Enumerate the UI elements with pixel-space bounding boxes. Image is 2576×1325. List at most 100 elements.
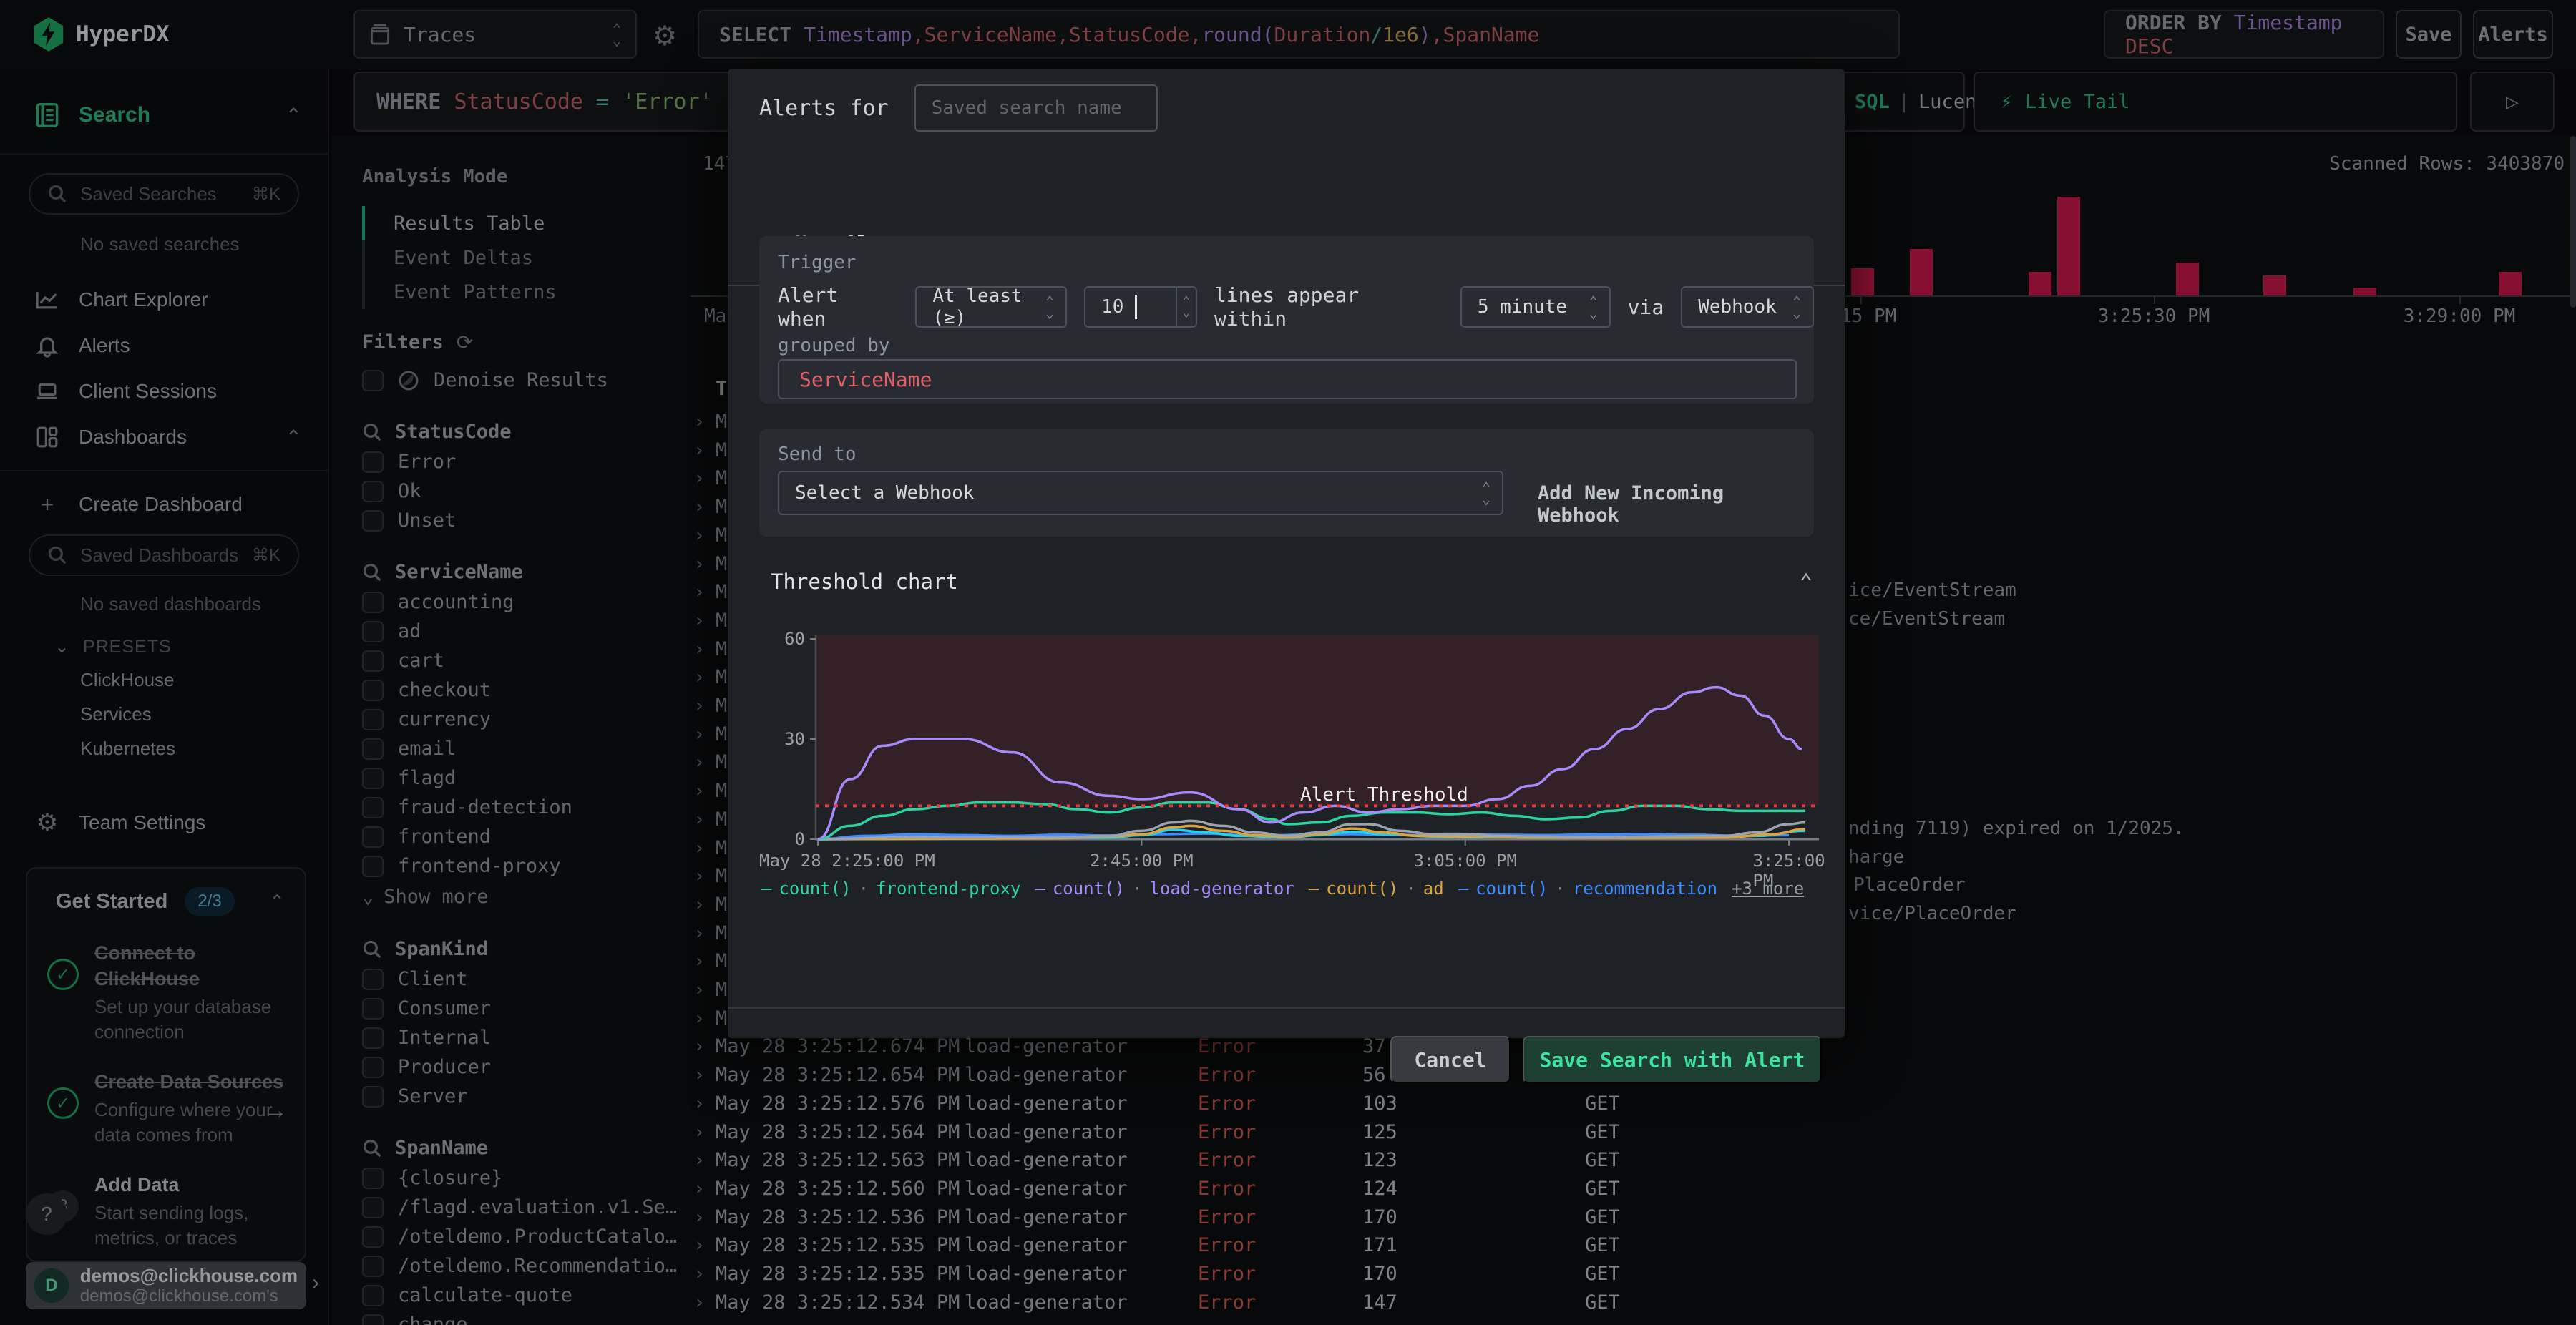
checkbox[interactable] xyxy=(362,509,384,532)
row-expand-chevron[interactable]: › xyxy=(693,1120,706,1143)
row-expand-chevron[interactable]: › xyxy=(693,637,706,660)
checkbox[interactable] xyxy=(362,738,384,760)
filter-option[interactable]: /oteldemo.Recommendatio… xyxy=(362,1251,691,1281)
histogram-bar[interactable] xyxy=(2263,275,2286,295)
sidebar-item-chart-explorer[interactable]: Chart Explorer xyxy=(0,277,328,323)
row-expand-chevron[interactable]: › xyxy=(693,1064,706,1087)
chevron-right-icon[interactable]: › xyxy=(312,1271,319,1294)
table-row[interactable]: › M xyxy=(691,919,2576,948)
filter-option[interactable]: Client xyxy=(362,964,691,994)
grouped-by-input[interactable]: ServiceName xyxy=(778,359,1797,399)
filter-option[interactable]: calculate-quote xyxy=(362,1281,691,1310)
filter-option[interactable]: cart xyxy=(362,646,691,675)
table-row[interactable]: › M xyxy=(691,862,2576,891)
row-expand-chevron[interactable]: › xyxy=(693,467,706,490)
checkbox[interactable] xyxy=(362,1284,384,1306)
table-row[interactable]: › May 28 3:25:12.560 PM load-generator Erro… xyxy=(691,1175,2576,1203)
filter-option[interactable]: email xyxy=(362,734,691,763)
row-expand-chevron[interactable]: › xyxy=(693,836,706,859)
table-row[interactable]: › May 28 3:25:12.535 PM load-generator Erro… xyxy=(691,1260,2576,1289)
histogram-bar[interactable] xyxy=(1851,268,1874,295)
user-account-button[interactable]: D demos@clickhouse.com demos@clickhouse.… xyxy=(26,1262,306,1309)
row-expand-chevron[interactable]: › xyxy=(693,723,706,745)
cancel-button[interactable]: Cancel xyxy=(1390,1036,1511,1083)
saved-dashboards-input[interactable]: Saved Dashboards ⌘K xyxy=(29,534,299,576)
table-row[interactable]: › May 28 3:25:12.535 PM load-generator Erro… xyxy=(691,1231,2576,1260)
table-row[interactable]: › M xyxy=(691,550,2576,579)
row-expand-chevron[interactable]: › xyxy=(693,1177,706,1200)
filter-option[interactable]: currency xyxy=(362,705,691,734)
mode-tab-event-deltas[interactable]: Event Deltas xyxy=(362,240,691,275)
row-expand-chevron[interactable]: › xyxy=(693,552,706,575)
checkbox[interactable] xyxy=(362,1027,384,1049)
row-expand-chevron[interactable]: › xyxy=(693,1092,706,1115)
row-expand-chevron[interactable]: › xyxy=(693,695,706,717)
table-row[interactable]: › May 28 3:25:12.564 PM load-generator Erro… xyxy=(691,1118,2576,1147)
row-expand-chevron[interactable]: › xyxy=(693,979,706,1001)
row-expand-chevron[interactable]: › xyxy=(693,893,706,916)
histogram-bar[interactable] xyxy=(2499,272,2522,295)
table-row[interactable]: › M xyxy=(691,976,2576,1004)
filter-option[interactable]: Error xyxy=(362,447,691,476)
preset-item-services[interactable]: Services xyxy=(80,703,152,725)
filter-option[interactable]: frontend-proxy xyxy=(362,851,691,881)
save-search-alert-button[interactable]: Save Search with Alert xyxy=(1523,1036,1822,1083)
orderby-input[interactable]: ORDER BY Timestamp DESC xyxy=(2104,10,2384,59)
filter-option[interactable]: frontend xyxy=(362,822,691,851)
checkbox[interactable] xyxy=(362,968,384,990)
denoise-checkbox-row[interactable]: Denoise Results xyxy=(362,366,691,395)
row-expand-chevron[interactable]: › xyxy=(693,1035,706,1058)
table-row[interactable]: › M xyxy=(691,464,2576,493)
checkbox[interactable] xyxy=(362,997,384,1020)
filter-option[interactable]: ad xyxy=(362,617,691,646)
filter-option[interactable]: fraud-detection xyxy=(362,793,691,822)
checkbox[interactable] xyxy=(362,708,384,730)
mode-tab-event-patterns[interactable]: Event Patterns xyxy=(362,275,691,309)
operator-select[interactable]: At least (≥) ⌃ ⌄ xyxy=(915,285,1068,328)
histogram-bar[interactable] xyxy=(2176,263,2199,295)
checkbox[interactable] xyxy=(362,1226,384,1248)
run-query-button[interactable]: ▷ xyxy=(2470,72,2555,132)
table-row[interactable]: › May 28 3:25:12.536 PM load-generator Erro… xyxy=(691,1203,2576,1232)
histogram-bar[interactable] xyxy=(2029,272,2051,295)
row-expand-chevron[interactable]: › xyxy=(693,411,706,433)
sidebar-item-dashboards[interactable]: Dashboards ⌃ xyxy=(0,414,328,460)
filter-option[interactable]: /oteldemo.ProductCatalo… xyxy=(362,1222,691,1251)
table-row[interactable]: › May 28 3:25:12.654 PM load-generator Erro… xyxy=(691,1061,2576,1090)
checkbox[interactable] xyxy=(362,650,384,672)
saved-search-name-input[interactable]: Saved search name xyxy=(914,84,1158,132)
window-select[interactable]: 5 minute ⌃ ⌄ xyxy=(1460,286,1611,328)
checkbox[interactable] xyxy=(362,855,384,877)
chevron-up-icon[interactable]: ⌃ xyxy=(285,426,302,449)
legend-item[interactable]: — count() · ad xyxy=(1309,879,1444,899)
table-row[interactable]: › M xyxy=(691,635,2576,664)
filter-option[interactable]: Server xyxy=(362,1082,691,1111)
filter-option[interactable]: Producer xyxy=(362,1052,691,1082)
checkbox[interactable] xyxy=(362,767,384,789)
row-expand-chevron[interactable]: › xyxy=(693,1007,706,1030)
table-row[interactable]: › M xyxy=(691,834,2576,863)
table-row[interactable]: › M xyxy=(691,578,2576,607)
checkbox[interactable] xyxy=(362,826,384,848)
filter-option[interactable]: flagd xyxy=(362,763,691,793)
help-button[interactable]: ? xyxy=(26,1193,67,1235)
row-expand-chevron[interactable]: › xyxy=(693,865,706,888)
save-button[interactable]: Save xyxy=(2396,10,2462,59)
legend-item[interactable]: — count() · frontend-proxy xyxy=(761,879,1020,899)
table-row[interactable]: › May 28 3:25:12.576 PM load-generator Erro… xyxy=(691,1090,2576,1118)
row-expand-chevron[interactable]: › xyxy=(693,921,706,944)
sidebar-item-search[interactable]: Search ⌃ xyxy=(0,90,328,140)
row-expand-chevron[interactable]: › xyxy=(693,666,706,689)
checkbox[interactable] xyxy=(362,796,384,818)
filter-option[interactable]: /flagd.evaluation.v1.Se… xyxy=(362,1193,691,1222)
table-row[interactable]: › M xyxy=(691,806,2576,834)
sidebar-item-client-sessions[interactable]: Client Sessions xyxy=(0,368,328,414)
filter-option[interactable]: Ok xyxy=(362,476,691,506)
source-select[interactable]: Traces ⌃ ⌄ xyxy=(353,10,637,59)
table-row[interactable]: › M xyxy=(691,748,2576,777)
refresh-icon[interactable]: ⟳ xyxy=(456,331,474,354)
chevron-up-icon[interactable]: ⌃ xyxy=(269,890,285,912)
filter-option[interactable]: Internal xyxy=(362,1023,691,1052)
row-expand-chevron[interactable]: › xyxy=(693,524,706,547)
row-expand-chevron[interactable]: › xyxy=(693,1234,706,1257)
